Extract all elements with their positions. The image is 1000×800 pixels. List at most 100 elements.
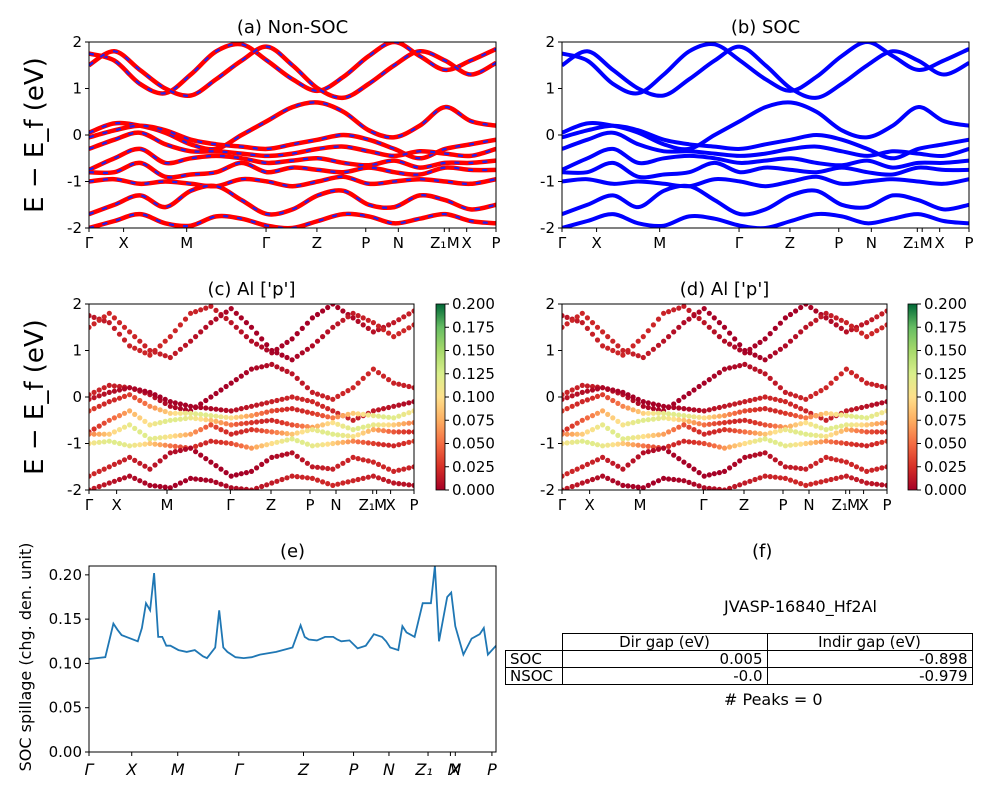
band-point [309, 464, 315, 470]
band-point [91, 485, 97, 490]
band-point [198, 416, 204, 422]
x-tick-label: X [591, 234, 601, 252]
band-point [874, 328, 880, 334]
band-point [188, 445, 194, 451]
band-point [564, 395, 570, 401]
band-point [152, 421, 158, 427]
band-point [132, 345, 138, 351]
band-point [203, 417, 209, 423]
band-point [828, 380, 834, 386]
band-point [686, 424, 692, 430]
band-point [289, 406, 295, 412]
band-point [314, 311, 321, 318]
soc-dir-gap: 0.005 [561, 650, 768, 668]
band-point [137, 429, 143, 435]
band-point [314, 477, 321, 483]
band-point [787, 411, 794, 417]
x-tick-label: X [449, 760, 462, 779]
band-point [762, 436, 768, 442]
band-point [167, 417, 173, 423]
band-point [299, 439, 305, 445]
band-point [884, 408, 887, 414]
band-point [777, 409, 784, 415]
band-point [615, 480, 621, 486]
band-point [340, 423, 346, 429]
band-point [269, 408, 275, 414]
band-point [411, 464, 414, 470]
band-point [752, 430, 758, 436]
y-tick-label: 0 [545, 126, 555, 144]
band-point [365, 371, 371, 377]
band-point [91, 314, 97, 320]
colorbar-tick-label: 0.025 [452, 458, 495, 476]
band-point [269, 480, 275, 486]
band-point [213, 307, 219, 313]
band-point [284, 451, 290, 457]
band-point [345, 433, 351, 439]
band-point [248, 413, 255, 419]
band-point [782, 399, 789, 405]
band-point [233, 430, 239, 436]
band-point [848, 323, 855, 329]
band-point [650, 322, 657, 328]
band-point [304, 385, 310, 391]
band-point [116, 331, 123, 337]
band-point [238, 486, 244, 490]
band-point [223, 414, 229, 420]
band-point [182, 402, 189, 408]
band-point [401, 481, 407, 487]
band-point [874, 411, 880, 417]
band-point [742, 454, 748, 460]
band-point [798, 481, 804, 487]
band-point [640, 403, 646, 409]
band-point [716, 444, 723, 450]
band-point [350, 310, 356, 316]
band-point [162, 434, 168, 440]
band-point [579, 464, 585, 470]
band-point [203, 324, 209, 330]
colorbar-tick-label: 0.150 [452, 342, 495, 360]
band-point [787, 401, 794, 407]
band-point [676, 405, 682, 411]
band-point [411, 308, 414, 314]
band-point [793, 334, 799, 340]
band-point [772, 457, 778, 463]
band-point [248, 324, 255, 330]
band-point [325, 465, 331, 472]
band-point [752, 366, 758, 372]
band-point [767, 353, 773, 359]
band-point [803, 420, 809, 426]
band-point [243, 370, 249, 376]
band-point [304, 424, 310, 430]
band-point [391, 429, 397, 435]
band-point [655, 446, 662, 452]
band-point [562, 392, 565, 398]
band-point [355, 415, 361, 421]
band-point [238, 373, 244, 379]
band-point [574, 431, 580, 437]
band-point [696, 429, 702, 435]
band-point [325, 395, 331, 401]
band-point [747, 478, 753, 484]
band-point [96, 423, 102, 429]
band-point [752, 352, 758, 358]
band-point [716, 420, 723, 426]
band-point [411, 420, 414, 426]
band-point [304, 460, 310, 466]
band-point [365, 428, 371, 434]
band-point [671, 411, 677, 417]
band-point [686, 307, 692, 313]
band-point [798, 395, 804, 401]
band-point [259, 410, 265, 416]
band-point [162, 396, 168, 402]
band-point [620, 403, 626, 409]
band-point [732, 483, 738, 490]
y-tick-label: 1 [545, 80, 555, 98]
band-point [147, 347, 153, 354]
band-point [386, 377, 392, 383]
band-point [294, 375, 300, 381]
indir-gap-header: Indir gap (eV) [766, 633, 973, 651]
band-point [391, 443, 397, 449]
band-point [177, 410, 183, 416]
band-point [630, 483, 636, 490]
